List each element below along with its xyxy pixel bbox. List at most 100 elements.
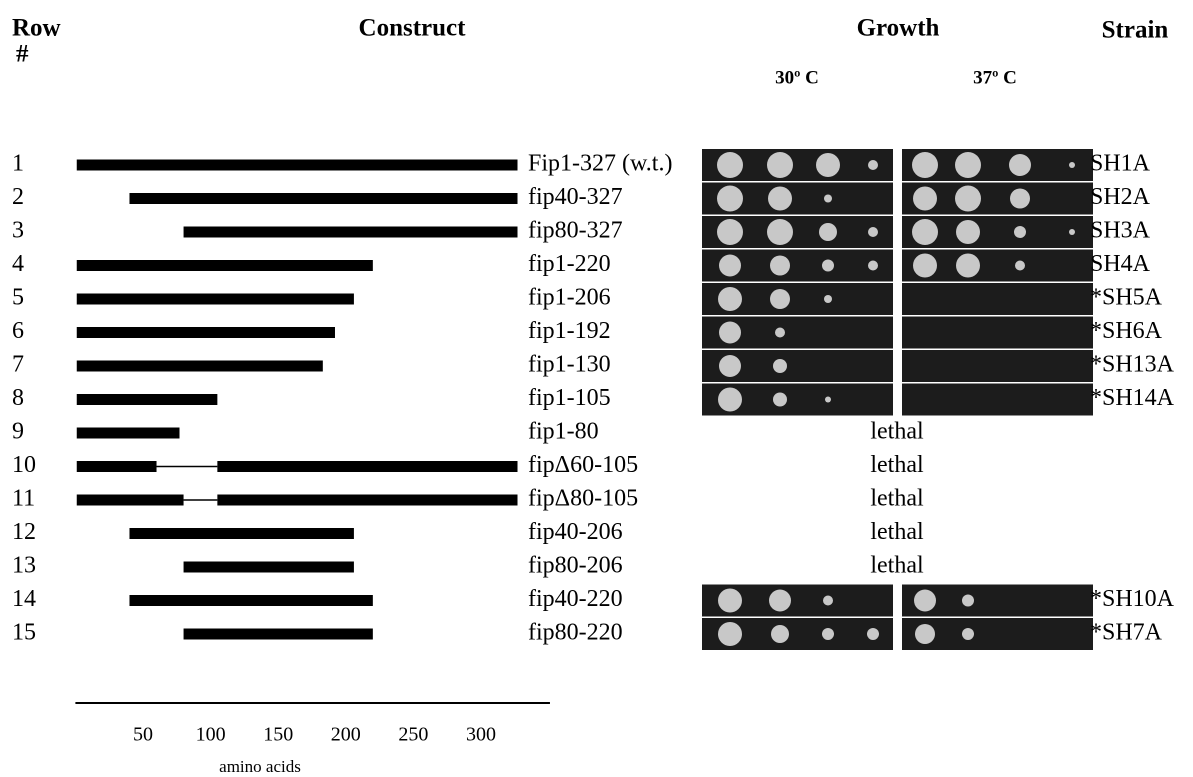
colony-spot — [955, 152, 981, 178]
construct-label: fip1-105 — [528, 385, 611, 411]
construct-bar — [184, 629, 373, 640]
colony-spot — [1010, 189, 1030, 209]
axis-tick-label: 300 — [466, 724, 496, 746]
colony-spot — [768, 187, 792, 211]
axis-tick-label: 100 — [196, 724, 226, 746]
row-number: 2 — [12, 184, 24, 210]
row-number: 1 — [12, 151, 24, 177]
colony-spot — [915, 624, 935, 644]
colony-spot — [719, 355, 741, 377]
colony-spot — [718, 388, 742, 412]
colony-spot — [816, 153, 840, 177]
strain-label: *SH10A — [1090, 586, 1175, 612]
row-number: 10 — [12, 452, 36, 478]
colony-spot — [868, 261, 878, 271]
strain-label: SH1A — [1090, 151, 1151, 177]
construct-bar — [217, 461, 517, 472]
construct-bar — [129, 528, 353, 539]
strain-label: *SH7A — [1090, 620, 1163, 646]
growth-panel — [902, 317, 1093, 349]
row-number: 7 — [12, 352, 24, 378]
row-number: 14 — [12, 586, 36, 612]
colony-spot — [824, 195, 832, 203]
row-number: 15 — [12, 620, 36, 646]
axis-tick-label: 150 — [263, 724, 293, 746]
colony-spot — [819, 223, 837, 241]
header-strain: Strain — [1102, 17, 1169, 44]
colony-spot — [955, 186, 981, 212]
result-label: lethal — [870, 452, 924, 478]
row-number: 12 — [12, 519, 36, 545]
colony-spot — [913, 254, 937, 278]
temp-37: 37º C — [973, 67, 1017, 88]
construct-label: fip40-220 — [528, 586, 623, 612]
colony-spot — [822, 628, 834, 640]
colony-spot — [775, 328, 785, 338]
header-growth: Growth — [857, 15, 940, 42]
construct-label: fip80-220 — [528, 620, 623, 646]
axis-tick-label: 250 — [398, 724, 428, 746]
strain-label: SH3A — [1090, 218, 1151, 244]
colony-spot — [1069, 229, 1075, 235]
colony-spot — [718, 287, 742, 311]
result-label: lethal — [870, 486, 924, 512]
construct-bar — [77, 495, 184, 506]
colony-spot — [770, 256, 790, 276]
colony-spot — [962, 628, 974, 640]
construct-bar — [77, 428, 180, 439]
strain-label: *SH5A — [1090, 285, 1163, 311]
colony-spot — [956, 220, 980, 244]
colony-spot — [769, 590, 791, 612]
colony-spot — [823, 596, 833, 606]
colony-spot — [773, 359, 787, 373]
colony-spot — [1069, 162, 1075, 168]
row-number: 11 — [12, 486, 35, 512]
colony-spot — [868, 160, 878, 170]
construct-label: fipΔ80-105 — [528, 486, 638, 512]
colony-spot — [956, 254, 980, 278]
construct-label: fip1-192 — [528, 318, 611, 344]
construct-label: Fip1-327 (w.t.) — [528, 151, 672, 177]
colony-spot — [912, 219, 938, 245]
strain-label: *SH14A — [1090, 385, 1175, 411]
construct-bar — [77, 394, 218, 405]
row-number: 8 — [12, 385, 24, 411]
colony-spot — [912, 152, 938, 178]
colony-spot — [868, 227, 878, 237]
colony-spot — [914, 590, 936, 612]
construct-bar — [77, 327, 335, 338]
strain-label: SH4A — [1090, 251, 1151, 277]
header-construct: Construct — [359, 15, 467, 42]
construct-bar — [77, 160, 518, 171]
colony-spot — [767, 219, 793, 245]
colony-spot — [1015, 261, 1025, 271]
colony-spot — [719, 322, 741, 344]
construct-label: fip1-220 — [528, 251, 611, 277]
header-row: Row — [12, 15, 61, 42]
colony-spot — [867, 628, 879, 640]
result-label: lethal — [870, 519, 924, 545]
construct-label: fip40-206 — [528, 519, 623, 545]
row-number: 13 — [12, 553, 36, 579]
construct-bar — [184, 562, 354, 573]
temp-30: 30º C — [775, 67, 819, 88]
growth-panel — [902, 384, 1093, 416]
construct-label: fipΔ60-105 — [528, 452, 638, 478]
construct-label: fip80-327 — [528, 218, 623, 244]
colony-spot — [822, 260, 834, 272]
construct-bar — [129, 595, 372, 606]
figure: Row # Construct Growth Strain 30º C 37º … — [0, 0, 1193, 777]
colony-spot — [824, 295, 832, 303]
construct-label: fip1-206 — [528, 285, 611, 311]
colony-spot — [717, 219, 743, 245]
header-row-hash: # — [16, 41, 29, 68]
construct-label: fip1-130 — [528, 352, 611, 378]
result-label: lethal — [870, 419, 924, 445]
colony-spot — [719, 255, 741, 277]
construct-label: fip40-327 — [528, 184, 623, 210]
result-label: lethal — [870, 553, 924, 579]
growth-panel — [902, 283, 1093, 315]
colony-spot — [1009, 154, 1031, 176]
colony-spot — [767, 152, 793, 178]
row-number: 3 — [12, 218, 24, 244]
